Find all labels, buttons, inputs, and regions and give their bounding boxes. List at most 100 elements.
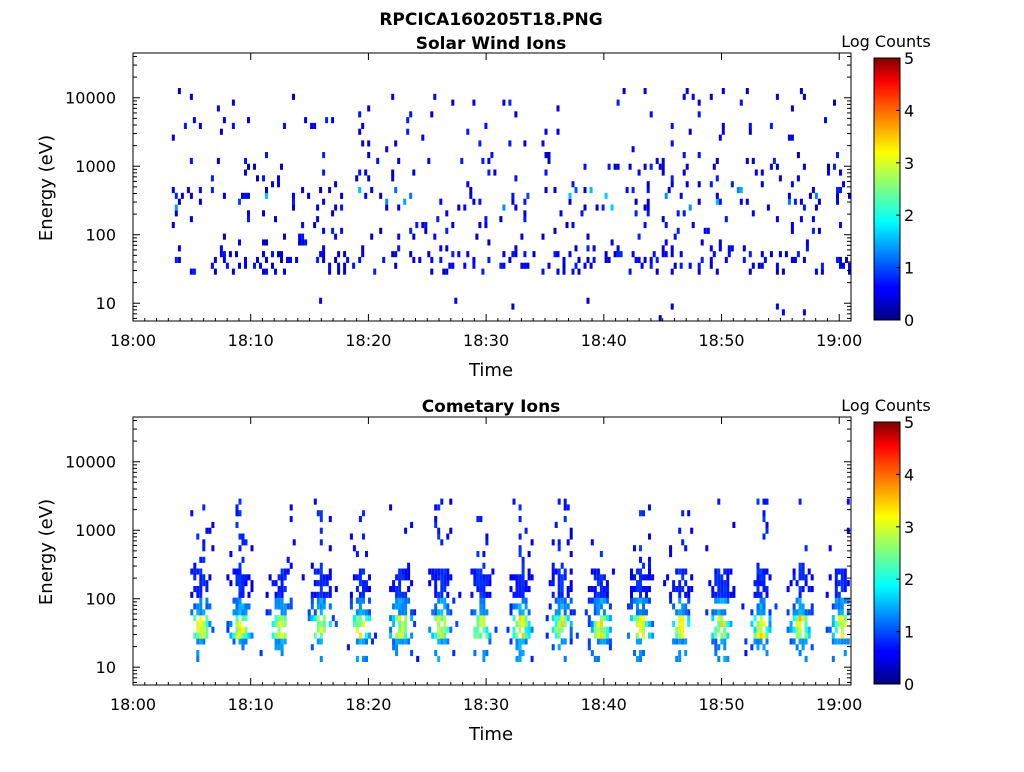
spectrogram-cell [238, 262, 241, 269]
spectrogram-cell [789, 580, 793, 587]
spectrogram-cell [395, 644, 399, 651]
spectrogram-cell [697, 111, 701, 118]
spectrogram-cell [753, 580, 757, 587]
spectrogram-cell [343, 251, 347, 258]
spectrogram-cell [678, 586, 682, 593]
spectrogram-cell [639, 568, 642, 575]
spectrogram-cell [845, 256, 848, 263]
spectrogram-cell [673, 262, 677, 269]
spectrogram-cell [196, 626, 200, 633]
spectrogram-cell [193, 632, 197, 639]
spectrogram-cell [313, 222, 317, 229]
spectrogram-cell [274, 597, 278, 604]
spectrogram-cell [379, 227, 383, 234]
spectrogram-cell [446, 638, 450, 645]
spectrogram-cell [583, 163, 587, 170]
spectrogram-cell [373, 268, 377, 275]
spectrogram-cell [753, 591, 757, 598]
spectrogram-cell [678, 597, 682, 604]
spectrogram-cell [568, 251, 572, 258]
spectrogram-cell [670, 122, 674, 129]
spectrogram-cell [205, 597, 209, 604]
spectrogram-cell [213, 256, 217, 263]
spectrogram-cell [590, 539, 594, 546]
spectrogram-cell [820, 268, 824, 275]
spectrogram-cell [563, 498, 567, 505]
spectrogram-cell [605, 626, 609, 633]
spectrogram-cell [512, 574, 516, 581]
spectrogram-cell [337, 262, 341, 269]
spectrogram-cell [404, 597, 408, 604]
spectrogram-cell [307, 609, 311, 616]
spectrogram-cell [328, 262, 332, 269]
spectrogram-cell [514, 175, 518, 182]
spectrogram-cell [756, 498, 760, 505]
spectrogram-cell [569, 632, 573, 639]
y-tick-label: 10000 [65, 453, 116, 472]
spectrogram-cell [292, 192, 295, 199]
spectrogram-cell [636, 632, 639, 639]
spectrogram-cell [571, 222, 575, 229]
spectrogram-cell [174, 192, 178, 199]
spectrogram-cell [355, 551, 359, 558]
spectrogram-cell [636, 638, 639, 645]
spectrogram-cell [527, 551, 531, 558]
spectrogram-cell [741, 603, 745, 610]
spectrogram-cell [802, 93, 806, 100]
spectrogram-cell [368, 586, 371, 593]
spectrogram-cell [479, 568, 483, 575]
spectrogram-cell [244, 626, 248, 633]
spectrogram-cell [798, 609, 802, 616]
spectrogram-cell [222, 117, 226, 124]
spectrogram-cell [485, 539, 489, 546]
spectrogram-cell [473, 650, 477, 657]
spectrogram-cell [247, 632, 251, 639]
spectrogram-cell [391, 169, 395, 176]
spectrogram-cell [790, 105, 794, 112]
spectrogram-cell [765, 650, 769, 657]
spectrogram-cell [512, 632, 516, 639]
spectrogram-cell [753, 638, 757, 645]
spectrogram-cell [556, 251, 560, 258]
spectrogram-cell [358, 620, 362, 627]
spectrogram-cell [756, 568, 760, 575]
spectrogram-cell [557, 644, 561, 651]
spectrogram-cell [727, 251, 731, 258]
spectrogram-cell [569, 597, 573, 604]
spectrogram-cell [202, 574, 206, 581]
spectrogram-cell [397, 157, 401, 164]
x-tick-label: 18:00 [110, 695, 156, 714]
spectrogram-cell [365, 638, 368, 645]
spectrogram-cell [196, 638, 200, 645]
spectrogram-cell [407, 574, 411, 581]
spectrogram-cell [328, 568, 332, 575]
spectrogram-cell [661, 216, 665, 223]
spectrogram-cell [678, 609, 682, 616]
spectrogram-cell [846, 597, 850, 604]
spectrogram-cell [401, 638, 405, 645]
spectrogram-cell [401, 568, 405, 575]
cometary-spectrogram [190, 498, 850, 662]
spectrogram-cell [729, 591, 733, 598]
spectrogram-cell [398, 586, 402, 593]
colorbar-tick-label: 0 [904, 311, 914, 330]
spectrogram-cell [590, 568, 594, 575]
spectrogram-cell [789, 638, 793, 645]
spectrogram-cell [705, 545, 709, 552]
spectrogram-cell [301, 239, 305, 246]
spectrogram-cell [596, 632, 600, 639]
spectrogram-cell [687, 597, 691, 604]
spectrogram-cell [304, 239, 308, 246]
spectrogram-cell [241, 626, 245, 633]
spectrogram-cell [732, 591, 736, 598]
spectrogram-cell [717, 620, 721, 627]
spectrogram-cell [599, 626, 603, 633]
spectrogram-cell [687, 510, 691, 517]
spectrogram-cell [265, 268, 268, 275]
spectrogram-cell [241, 574, 245, 581]
spectrogram-cell [831, 603, 835, 610]
spectrogram-cell [768, 574, 772, 581]
spectrogram-cell [322, 245, 326, 252]
spectrogram-cell [718, 239, 722, 246]
spectrogram-cell [723, 586, 727, 593]
